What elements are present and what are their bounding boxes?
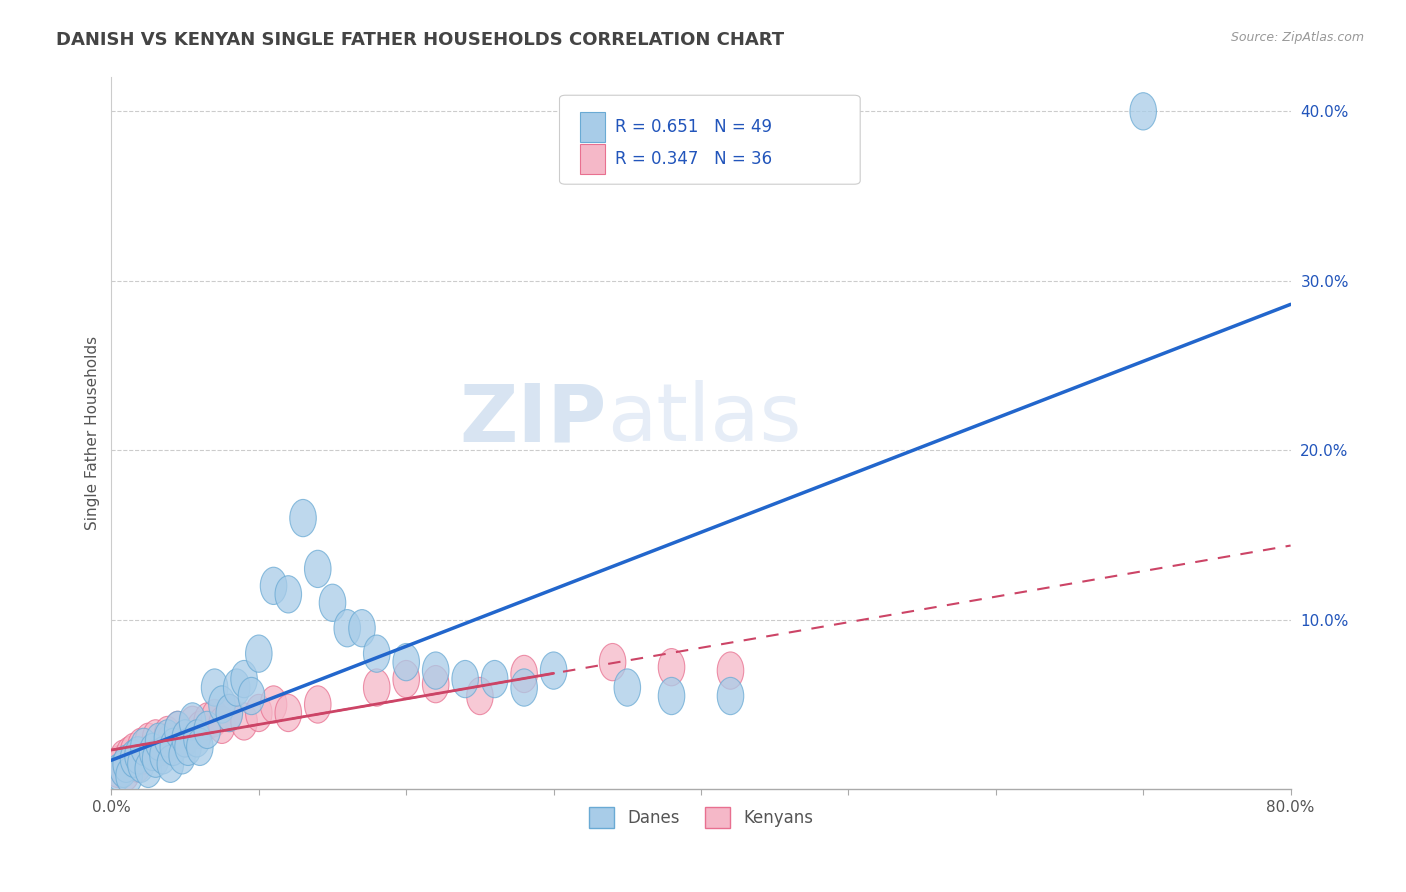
Ellipse shape xyxy=(110,750,136,788)
Ellipse shape xyxy=(105,754,132,791)
Ellipse shape xyxy=(187,711,214,748)
Ellipse shape xyxy=(276,694,301,731)
Ellipse shape xyxy=(451,660,478,698)
Ellipse shape xyxy=(139,733,166,771)
Ellipse shape xyxy=(169,737,195,774)
Ellipse shape xyxy=(160,728,187,765)
Ellipse shape xyxy=(179,706,205,743)
Ellipse shape xyxy=(165,711,191,748)
FancyBboxPatch shape xyxy=(579,112,606,142)
Ellipse shape xyxy=(112,745,139,782)
Ellipse shape xyxy=(187,728,214,765)
Ellipse shape xyxy=(422,665,449,703)
Ellipse shape xyxy=(128,745,155,782)
Ellipse shape xyxy=(184,720,209,757)
Ellipse shape xyxy=(217,694,243,731)
Ellipse shape xyxy=(224,669,250,706)
Ellipse shape xyxy=(135,723,162,760)
Ellipse shape xyxy=(179,703,205,740)
FancyBboxPatch shape xyxy=(579,144,606,174)
Ellipse shape xyxy=(128,728,155,765)
Ellipse shape xyxy=(149,737,176,774)
Ellipse shape xyxy=(112,754,139,791)
Ellipse shape xyxy=(142,740,169,777)
Ellipse shape xyxy=(231,703,257,740)
Ellipse shape xyxy=(115,757,142,794)
Ellipse shape xyxy=(155,720,181,757)
Y-axis label: Single Father Households: Single Father Households xyxy=(86,336,100,531)
Ellipse shape xyxy=(125,745,152,782)
Ellipse shape xyxy=(246,694,273,731)
Ellipse shape xyxy=(364,635,389,673)
Ellipse shape xyxy=(125,737,152,774)
Ellipse shape xyxy=(121,733,146,771)
Ellipse shape xyxy=(174,728,201,765)
Text: DANISH VS KENYAN SINGLE FATHER HOUSEHOLDS CORRELATION CHART: DANISH VS KENYAN SINGLE FATHER HOUSEHOLD… xyxy=(56,31,785,49)
Ellipse shape xyxy=(614,669,641,706)
Ellipse shape xyxy=(194,703,221,740)
Ellipse shape xyxy=(260,567,287,605)
Ellipse shape xyxy=(107,745,134,782)
Ellipse shape xyxy=(131,728,157,765)
Ellipse shape xyxy=(145,723,172,760)
Ellipse shape xyxy=(157,745,184,782)
Ellipse shape xyxy=(392,643,419,681)
Ellipse shape xyxy=(157,723,184,760)
Ellipse shape xyxy=(115,737,142,774)
Ellipse shape xyxy=(467,677,494,714)
Ellipse shape xyxy=(208,706,235,743)
Ellipse shape xyxy=(335,609,360,647)
Ellipse shape xyxy=(201,699,228,737)
Ellipse shape xyxy=(142,720,169,757)
Ellipse shape xyxy=(658,648,685,686)
Ellipse shape xyxy=(135,750,162,788)
Ellipse shape xyxy=(217,694,243,731)
Ellipse shape xyxy=(349,609,375,647)
Text: atlas: atlas xyxy=(606,380,801,458)
Ellipse shape xyxy=(110,740,136,777)
Text: ZIP: ZIP xyxy=(460,380,606,458)
Ellipse shape xyxy=(717,677,744,714)
Text: R = 0.651   N = 49: R = 0.651 N = 49 xyxy=(614,118,772,136)
Ellipse shape xyxy=(172,720,198,757)
Ellipse shape xyxy=(658,677,685,714)
Ellipse shape xyxy=(481,660,508,698)
Ellipse shape xyxy=(599,643,626,681)
Ellipse shape xyxy=(290,500,316,537)
Ellipse shape xyxy=(319,584,346,622)
Ellipse shape xyxy=(155,716,181,754)
Ellipse shape xyxy=(540,652,567,690)
Ellipse shape xyxy=(392,660,419,698)
Ellipse shape xyxy=(139,733,166,771)
Ellipse shape xyxy=(121,740,146,777)
Ellipse shape xyxy=(231,660,257,698)
Ellipse shape xyxy=(201,669,228,706)
Legend: Danes, Kenyans: Danes, Kenyans xyxy=(582,801,820,834)
Text: Source: ZipAtlas.com: Source: ZipAtlas.com xyxy=(1230,31,1364,45)
Ellipse shape xyxy=(305,686,330,723)
Ellipse shape xyxy=(364,669,389,706)
Ellipse shape xyxy=(305,550,330,588)
Ellipse shape xyxy=(246,635,273,673)
Ellipse shape xyxy=(104,750,131,788)
FancyBboxPatch shape xyxy=(560,95,860,185)
Ellipse shape xyxy=(165,711,191,748)
Ellipse shape xyxy=(717,652,744,690)
Text: R = 0.347   N = 36: R = 0.347 N = 36 xyxy=(614,150,772,168)
Ellipse shape xyxy=(208,686,235,723)
Ellipse shape xyxy=(510,669,537,706)
Ellipse shape xyxy=(260,686,287,723)
Ellipse shape xyxy=(276,575,301,613)
Ellipse shape xyxy=(422,652,449,690)
Ellipse shape xyxy=(172,720,198,757)
Ellipse shape xyxy=(194,711,221,748)
Ellipse shape xyxy=(238,677,264,714)
Ellipse shape xyxy=(510,656,537,692)
Ellipse shape xyxy=(1130,93,1157,130)
Ellipse shape xyxy=(131,737,157,774)
Ellipse shape xyxy=(149,728,176,765)
